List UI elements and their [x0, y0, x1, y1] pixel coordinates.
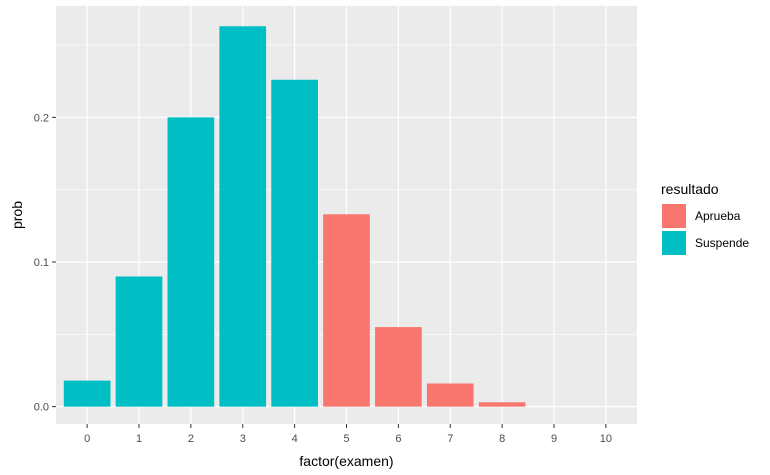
- x-tick-label: 9: [551, 433, 557, 445]
- x-tick-label: 2: [188, 433, 194, 445]
- y-tick-label: 0.0: [34, 402, 49, 414]
- bar-2: [167, 117, 215, 407]
- y-axis-title: prob: [9, 201, 25, 229]
- bar-1: [115, 276, 163, 407]
- x-axis-title: factor(examen): [299, 453, 393, 469]
- bar-8: [478, 402, 526, 407]
- x-tick-label: 4: [292, 433, 298, 445]
- bar-6: [375, 327, 422, 407]
- legend: resultado Aprueba Suspende: [661, 181, 749, 255]
- x-tick-label: 6: [395, 433, 401, 445]
- bar-7: [426, 383, 474, 407]
- legend-title: resultado: [661, 181, 719, 197]
- x-tick-label: 3: [240, 433, 246, 445]
- x-tick-label: 0: [84, 433, 90, 445]
- y-axis-ticks: 0.0 0.1 0.2: [34, 112, 56, 414]
- x-axis-ticks: 0 1 2 3 4 5 6 7 8 9 10: [84, 424, 612, 445]
- bar-0: [63, 380, 111, 407]
- legend-label-suspende: Suspende: [695, 236, 749, 250]
- legend-key-aprueba: [662, 204, 686, 228]
- legend-label-aprueba: Aprueba: [695, 209, 741, 223]
- y-tick-label: 0.1: [34, 257, 49, 269]
- x-tick-label: 10: [600, 433, 612, 445]
- x-tick-label: 1: [136, 433, 142, 445]
- y-tick-label: 0.2: [34, 112, 49, 124]
- x-tick-label: 7: [447, 433, 453, 445]
- bars: [63, 26, 526, 407]
- bar-5: [323, 214, 370, 407]
- x-tick-label: 5: [343, 433, 349, 445]
- x-tick-label: 8: [499, 433, 505, 445]
- legend-key-suspende: [662, 231, 686, 255]
- bar-3: [219, 26, 267, 407]
- bar-4: [271, 79, 318, 407]
